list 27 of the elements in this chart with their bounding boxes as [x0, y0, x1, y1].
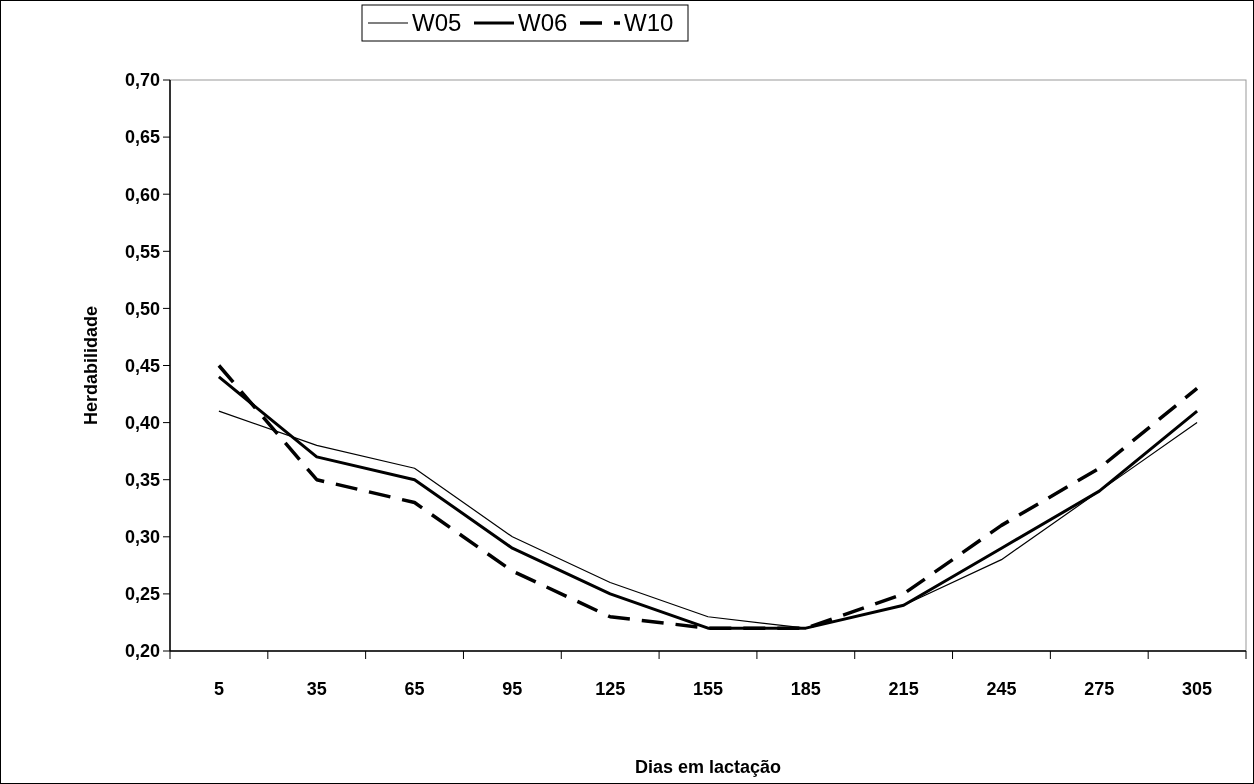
- y-tick-label: 0,50: [124, 298, 160, 319]
- legend-label: W05: [412, 9, 462, 37]
- x-tick-label: 275: [1084, 679, 1115, 699]
- y-tick-label: 0,30: [124, 527, 160, 548]
- x-tick-label: 185: [790, 679, 821, 699]
- x-axis-title: Dias em lactação: [634, 757, 782, 777]
- y-tick-label: 0,65: [124, 127, 160, 148]
- x-tick-label: 95: [502, 679, 523, 699]
- x-tick-label: 125: [595, 679, 626, 699]
- x-tick-label: 215: [888, 679, 919, 699]
- legend-label: W10: [624, 9, 674, 37]
- x-tick-label: 155: [692, 679, 724, 699]
- y-tick-label: 0,25: [124, 584, 160, 605]
- x-tick-label: 5: [213, 679, 224, 699]
- y-tick-label: 0,55: [124, 241, 160, 262]
- y-tick-label: 0,45: [124, 355, 160, 376]
- y-axis-title: Herdabilidade: [81, 305, 101, 426]
- y-tick-label: 0,20: [124, 641, 160, 662]
- x-tick-label: 65: [404, 679, 425, 699]
- x-tick-label: 245: [986, 679, 1017, 699]
- y-tick-label: 0,60: [124, 184, 160, 205]
- x-tick-label: 305: [1182, 679, 1213, 699]
- y-tick-label: 0,35: [124, 470, 160, 490]
- y-tick-label: 0,40: [124, 412, 160, 433]
- y-tick-label: 0,70: [124, 70, 160, 91]
- x-tick-label: 35: [306, 679, 327, 699]
- legend-label: W06: [518, 9, 568, 37]
